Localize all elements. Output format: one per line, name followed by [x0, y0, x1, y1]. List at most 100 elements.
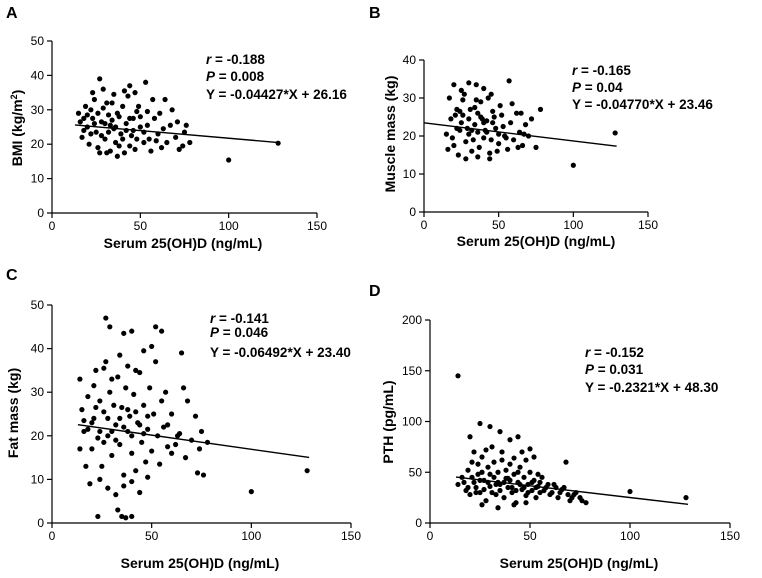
panel-c-data-point: [99, 463, 105, 469]
panel-d-data-point: [523, 500, 529, 506]
panel-d-data-point: [507, 461, 513, 467]
panel-c-data-point: [169, 450, 175, 456]
panel-d-data-point: [479, 502, 485, 508]
panel-a-data-point: [174, 119, 181, 125]
panel-c-p-stat: P = 0.046: [210, 325, 269, 340]
panel-b-data-point: [448, 116, 454, 122]
panel-a-data-point: [158, 145, 165, 151]
panel-d-plot: 0 50 100 150 0 50 100 150 200: [402, 313, 740, 543]
panel-c-data-point: [89, 446, 95, 452]
panel-d-data-point: [549, 489, 555, 496]
panel-a-data-point: [150, 96, 156, 103]
panel-b-x-tick-label: 50: [492, 218, 506, 232]
panel-c-data-point: [95, 435, 101, 441]
panel-c-data-point: [105, 433, 111, 439]
panel-b-data-point: [458, 87, 464, 93]
panel-b-data-point: [505, 146, 511, 152]
panel-d-data-point: [569, 495, 575, 501]
panel-a-y-tick-label: 10: [31, 172, 45, 186]
panel-a-data-point: [81, 127, 87, 134]
panel-a-data-point: [113, 139, 119, 146]
panel-d-data-point: [517, 464, 523, 470]
panel-a-data-point: [173, 134, 179, 140]
panel-d-data-point: [513, 487, 519, 494]
panel-d-data-point: [545, 481, 551, 488]
panel-a-r-symbol: r: [206, 52, 212, 67]
panel-b-data-point: [443, 131, 449, 137]
panel-d-data-point: [493, 491, 499, 498]
panel-c-data-point: [111, 402, 117, 408]
panel-c-data-point: [85, 426, 91, 432]
panel-d-data-point: [499, 449, 505, 455]
panel-c-data-point: [149, 448, 155, 454]
panel-c-data-point: [141, 402, 147, 408]
panel-d-letter: D: [369, 283, 381, 300]
panel-a-data-point: [132, 90, 138, 96]
panel-b-data-point: [515, 144, 521, 150]
panel-c-data-point: [129, 450, 135, 456]
panel-a-data-point: [127, 143, 133, 149]
panel-c-data-point: [117, 415, 123, 421]
panel-c-data-point: [141, 348, 147, 354]
panel-a-xlabel: Serum 25(OH)D (ng/mL): [104, 235, 263, 251]
panel-b-data-point: [513, 110, 520, 116]
panel-a-y-tick-label: 40: [31, 68, 45, 82]
panel-d-r-stat: r = -0.152: [585, 345, 644, 360]
panel-c-data-point: [115, 507, 121, 513]
panel-b-data-point: [457, 108, 463, 114]
panel-a-data-point: [114, 153, 120, 159]
panel-d-p-value: = 0.031: [594, 362, 644, 377]
panel-c-ylabel: Fat mass (kg): [5, 368, 21, 458]
panel-d-data-point: [495, 469, 501, 475]
panel-d-y-tick-label: 0: [415, 516, 422, 530]
panel-d-data-point: [529, 487, 535, 494]
panel-c-data-point: [101, 439, 107, 445]
panel-d-data-point: [505, 475, 511, 481]
panel-d-data-point: [541, 487, 547, 494]
panel-c-data-point: [79, 407, 85, 413]
panel-c-data-point: [121, 424, 127, 430]
panel-c-data-point: [117, 441, 123, 448]
panel-c-data-point: [125, 363, 131, 369]
panel-a-data-point: [121, 88, 128, 94]
panel-d-data-point: [471, 449, 477, 455]
panel-a-data-point: [118, 131, 124, 137]
panel-a-data-point: [143, 79, 149, 85]
panel-d-data-point: [479, 469, 485, 475]
panel-c-data-point: [97, 398, 103, 404]
panel-c-data-point: [139, 439, 145, 445]
panel-a-ylabel: BMI (kg/m2): [9, 90, 25, 167]
panel-a-data-point: [95, 145, 101, 151]
panel-a-data-point: [167, 122, 173, 128]
panel-c-data-point: [121, 483, 127, 489]
panel-c-y-tick-label: 0: [37, 516, 44, 530]
panel-a-data-point: [162, 96, 168, 103]
panel-c-data-point: [133, 409, 139, 415]
panel-c-data-point: [198, 428, 205, 435]
panel-b-data-point: [463, 156, 469, 162]
panel-d-data-point: [483, 498, 489, 504]
panel-c-data-point: [174, 433, 181, 439]
panel-c-data-point: [119, 404, 125, 411]
panel-d-data-point: [515, 434, 521, 440]
panel-a-data-point: [153, 138, 159, 144]
panel-b-data-point: [485, 95, 491, 101]
panel-b-y-tick-label: 10: [403, 167, 417, 181]
panel-b-data-point: [612, 130, 618, 136]
panel-c-r-value: = -0.141: [215, 311, 269, 326]
panel-d-regression-line: [455, 476, 689, 506]
panel-a-data-point: [160, 126, 166, 132]
panel-b-data-point: [522, 122, 529, 128]
panel-b-data-point: [481, 135, 487, 141]
panel-b-data-point: [497, 103, 503, 109]
panel-c-data-point: [165, 444, 171, 450]
panel-d-x-tick-label: 150: [720, 529, 740, 543]
panel-c-data-point: [161, 424, 167, 430]
panel-a-data-point: [107, 148, 113, 154]
panel-d-data-point: [523, 457, 529, 463]
panel-b-data-point: [461, 91, 467, 97]
panel-a-data-point: [104, 100, 110, 106]
panel-a-r-value: = -0.188: [211, 52, 265, 67]
panel-b-y-tick-label: 40: [403, 53, 417, 67]
panel-c-data-point: [107, 324, 113, 330]
